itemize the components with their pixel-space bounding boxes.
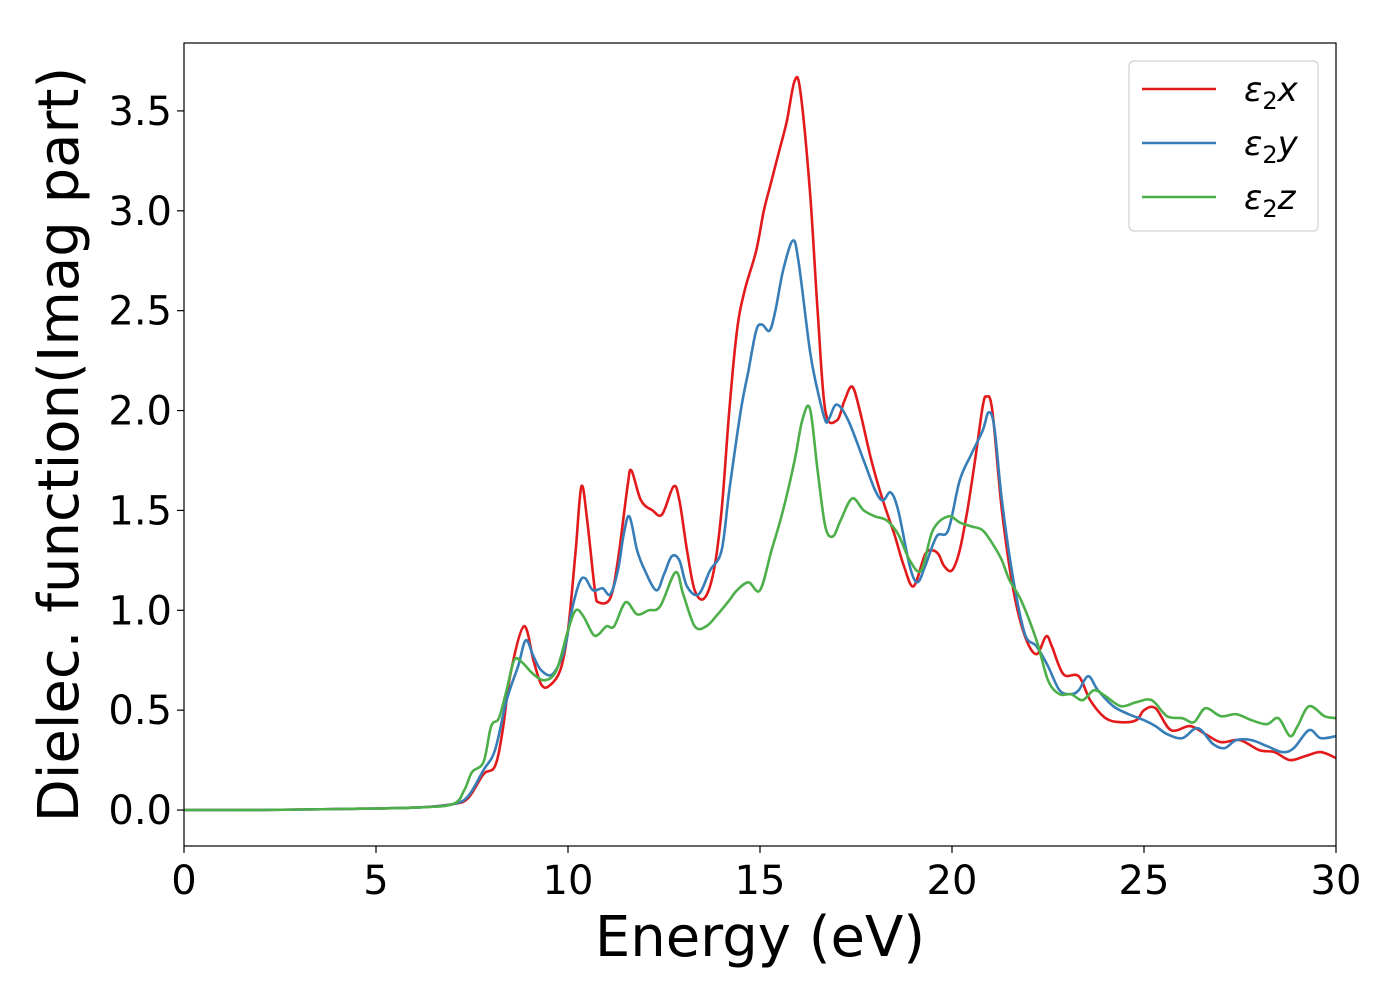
- series-layer: [184, 75, 1336, 812]
- legend-symbol: ε: [1244, 70, 1262, 110]
- legend-subscript: 2: [1262, 87, 1277, 115]
- y-tick-label: 1.5: [108, 488, 172, 534]
- legend-component: y: [1277, 124, 1299, 164]
- x-axis-label: Energy (eV): [595, 905, 925, 970]
- series-line-x: [184, 75, 1336, 812]
- legend-component: x: [1277, 70, 1299, 110]
- legend-subscript: 2: [1262, 141, 1277, 169]
- y-tick-label: 3.5: [108, 89, 172, 135]
- legend-subscript: 2: [1262, 195, 1277, 223]
- y-tick-label: 2.0: [108, 389, 172, 435]
- y-tick-label: 0.0: [108, 788, 172, 834]
- series-line-y: [184, 239, 1336, 812]
- x-tick-label: 30: [1311, 858, 1362, 904]
- axis-ticks: 0 5 10 15 20 25 30 0.0 0.5 1.0 1.5 2.0 2.5 3.0 3.5: [108, 89, 1361, 904]
- legend-label-y: ε2y: [1244, 124, 1299, 169]
- y-tick-label: 1.0: [108, 588, 172, 634]
- legend-label-z: ε2z: [1244, 178, 1297, 223]
- x-tick-label: 5: [363, 858, 388, 904]
- legend-symbol: ε: [1244, 178, 1262, 218]
- y-tick-label: 0.5: [108, 688, 172, 734]
- legend-component: z: [1277, 178, 1297, 218]
- legend-symbol: ε: [1244, 124, 1262, 164]
- y-tick-label: 2.5: [108, 289, 172, 335]
- y-tick-label: 3.0: [108, 189, 172, 235]
- legend-box: [1128, 60, 1319, 232]
- x-tick-label: 15: [735, 858, 786, 904]
- series-line-z: [184, 404, 1336, 812]
- x-tick-label: 10: [543, 858, 594, 904]
- legend-label-x: ε2x: [1244, 70, 1299, 115]
- x-tick-label: 20: [927, 858, 978, 904]
- x-tick-label: 25: [1119, 858, 1170, 904]
- y-axis-label: Dielec. function(Imag part): [27, 67, 92, 823]
- x-tick-label: 0: [171, 858, 196, 904]
